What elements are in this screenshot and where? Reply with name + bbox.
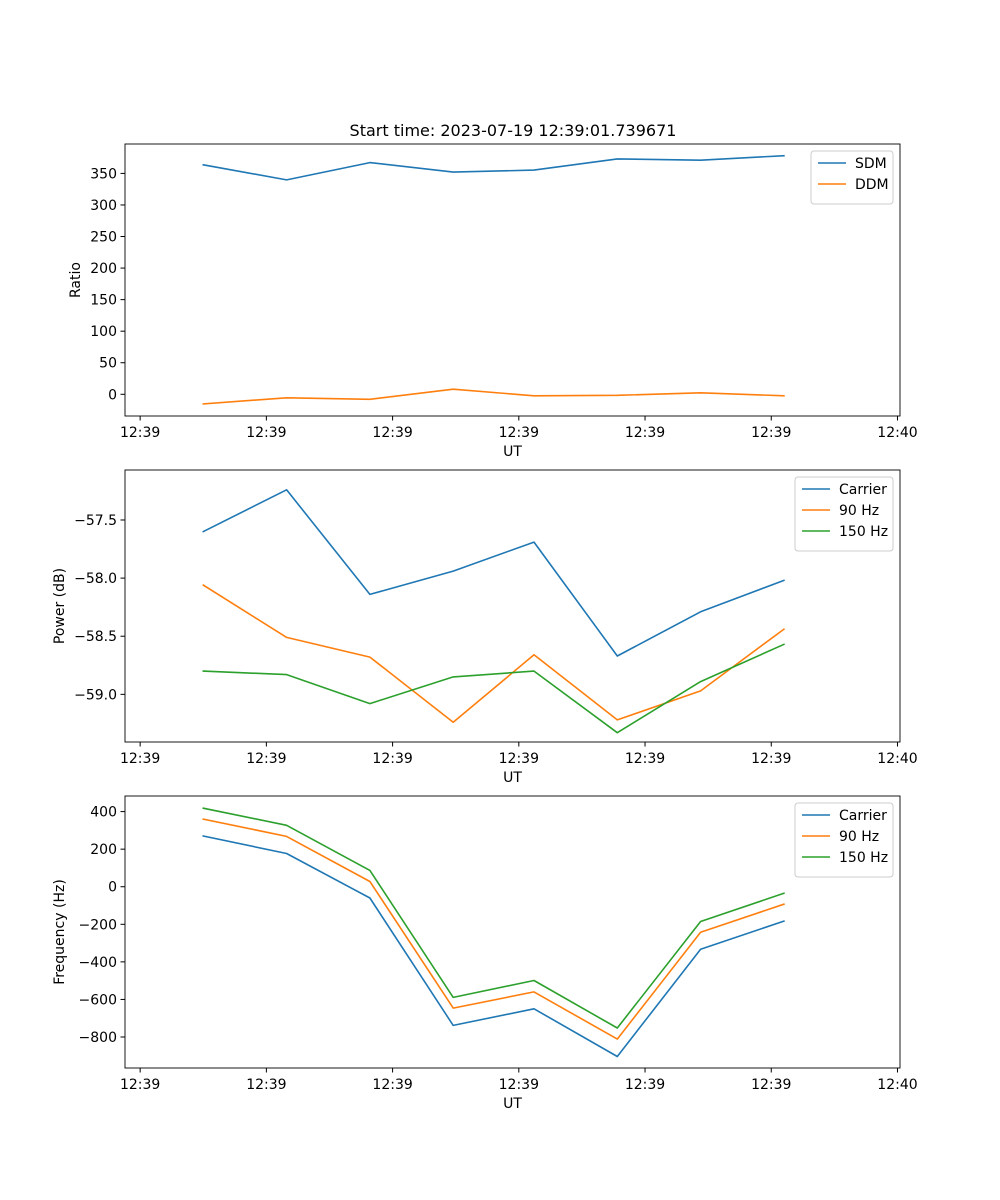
chart-title: Start time: 2023-07-19 12:39:01.739671: [350, 121, 677, 140]
frequency-legend: Carrier 90 Hz 150 Hz: [794, 802, 894, 878]
ratio-axes-frame: [124, 143, 901, 417]
frequency-plot-area: [125, 796, 900, 1068]
power-plot-area: [125, 470, 900, 742]
ratio-series-ddm-line: [202, 388, 785, 405]
power-y-axis-label: Power (dB): [52, 568, 68, 644]
power-series-90-hz-line: [202, 583, 786, 724]
frequency-panel: 12:39 12:39 12:39 12:39 12:39 12:39 12:40 400 20…: [52, 795, 918, 1112]
power-y-tick-label: −57.5: [74, 513, 117, 529]
power-legend-label-150-hz: 150 Hz: [839, 524, 888, 540]
frequency-axes-frame: [124, 795, 901, 1069]
ratio-y-tick-label: 0: [108, 387, 117, 403]
ratio-y-tick-label: 350: [90, 166, 117, 182]
frequency-x-tick-label: 12:39: [625, 1077, 665, 1093]
ratio-y-tick-label: 200: [90, 261, 117, 277]
ratio-x-axis-label: UT: [503, 444, 522, 460]
frequency-y-tick-label: −800: [79, 1030, 117, 1046]
ratio-x-tick-label: 12:39: [372, 425, 412, 441]
frequency-x-axis-label: UT: [503, 1096, 522, 1112]
ratio-legend-label-ddm: DDM: [855, 177, 889, 193]
frequency-y-tick-label: −400: [79, 955, 117, 971]
power-x-tick-label: 12:39: [120, 751, 160, 767]
ratio-legend-label-sdm: SDM: [855, 156, 887, 172]
frequency-y-tick-label: 0: [108, 880, 117, 896]
power-x-tick-label: 12:39: [246, 751, 286, 767]
ratio-x-tick-label: 12:40: [877, 425, 917, 441]
power-y-tick-label: −58.0: [74, 571, 117, 587]
ratio-legend-box: [810, 150, 894, 205]
power-legend-label-90-hz: 90 Hz: [839, 503, 879, 519]
power-x-tick-label: 12:39: [499, 751, 539, 767]
frequency-x-tick-label: 12:39: [246, 1077, 286, 1093]
ratio-y-tick-label: 300: [90, 198, 117, 214]
frequency-x-tick-label: 12:40: [877, 1077, 917, 1093]
frequency-x-tick-label: 12:39: [120, 1077, 160, 1093]
power-panel: 12:39 12:39 12:39 12:39 12:39 12:39 12:40 −57.5…: [52, 469, 918, 786]
ratio-x-tick-label: 12:39: [246, 425, 286, 441]
frequency-y-tick-label: 400: [90, 805, 117, 821]
power-legend-label-carrier: Carrier: [839, 482, 887, 498]
power-axes-frame: [124, 469, 901, 743]
ratio-panel: 12:39 12:39 12:39 12:39 12:39 12:39 12:40 0 50 10…: [68, 143, 918, 460]
ratio-y-tick-label: 150: [90, 293, 117, 309]
frequency-series-carrier-line: [202, 835, 785, 1058]
power-series-150-hz-line: [202, 643, 785, 734]
frequency-y-tick-label: −200: [79, 917, 117, 933]
frequency-x-tick-label: 12:39: [372, 1077, 412, 1093]
power-series-carrier-line: [202, 488, 785, 657]
power-x-tick-label: 12:39: [751, 751, 791, 767]
power-x-tick-label: 12:39: [372, 751, 412, 767]
ratio-y-tick-label: 50: [99, 356, 117, 372]
frequency-x-tick-label: 12:39: [499, 1077, 539, 1093]
frequency-y-tick-label: 200: [90, 842, 117, 858]
ratio-x-tick-label: 12:39: [120, 425, 160, 441]
ratio-legend: SDM DDM: [810, 150, 894, 205]
power-x-tick-label: 12:39: [625, 751, 665, 767]
frequency-legend-label-carrier: Carrier: [839, 808, 887, 824]
power-x-tick-label: 12:40: [877, 751, 917, 767]
ratio-series-sdm-line: [202, 154, 785, 181]
power-legend-box: [794, 476, 894, 552]
ratio-y-tick-label: 100: [90, 324, 117, 340]
ratio-x-tick-label: 12:39: [499, 425, 539, 441]
frequency-series-90-hz-line: [202, 818, 785, 1040]
ratio-plot-area: [125, 144, 900, 416]
frequency-legend-label-150-hz: 150 Hz: [839, 850, 888, 866]
ratio-x-tick-label: 12:39: [751, 425, 791, 441]
frequency-y-tick-label: −600: [79, 992, 117, 1008]
frequency-legend-box: [794, 802, 894, 878]
power-y-tick-label: −58.5: [74, 629, 117, 645]
frequency-series-150-hz-line: [202, 807, 785, 1029]
ratio-y-axis-label: Ratio: [68, 262, 84, 298]
ratio-x-tick-label: 12:39: [625, 425, 665, 441]
ratio-y-tick-label: 250: [90, 230, 117, 246]
power-y-tick-label: −59.0: [74, 687, 117, 703]
frequency-x-tick-label: 12:39: [751, 1077, 791, 1093]
frequency-y-axis-label: Frequency (Hz): [52, 879, 68, 985]
power-legend: Carrier 90 Hz 150 Hz: [794, 476, 894, 552]
frequency-legend-label-90-hz: 90 Hz: [839, 829, 879, 845]
power-x-axis-label: UT: [503, 770, 522, 786]
